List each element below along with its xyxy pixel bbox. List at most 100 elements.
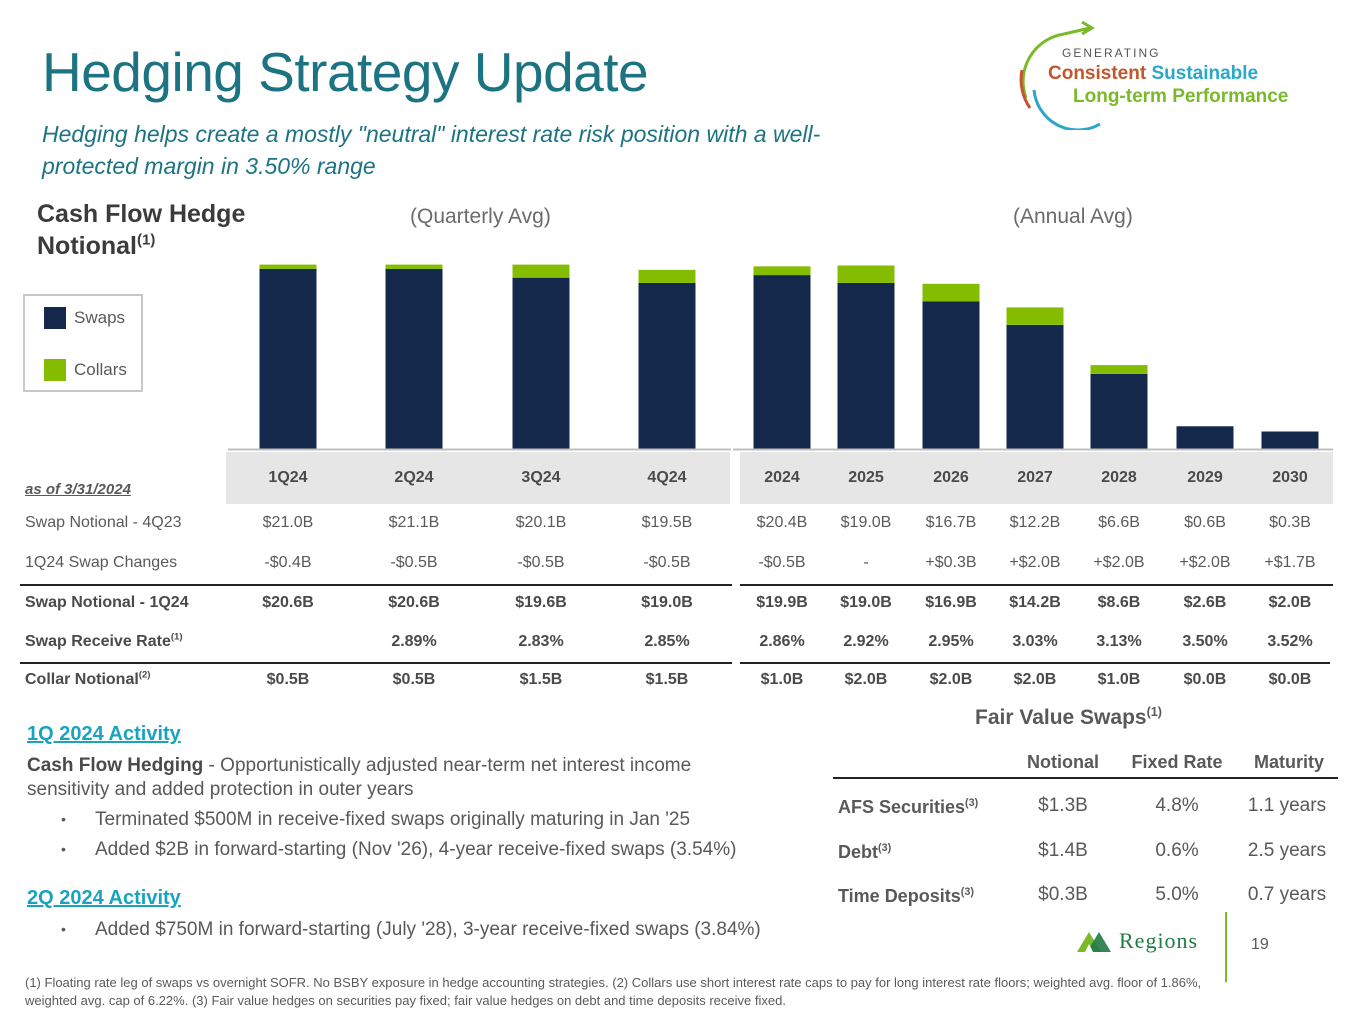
table-rule (20, 584, 732, 586)
table-cell: +$2.0B (1009, 554, 1061, 571)
bar-swaps-2024 (753, 275, 811, 449)
brand-divider (1225, 912, 1227, 982)
bar-swaps-2Q24 (385, 268, 443, 449)
column-header-2030: 2030 (1272, 469, 1308, 486)
legend-collars-swatch (44, 359, 66, 381)
bar-swaps-2027 (1006, 324, 1064, 449)
page-subtitle: Hedging helps create a mostly "neutral" … (42, 121, 821, 179)
row-label: Swap Notional - 4Q23 (25, 514, 182, 531)
column-header-2029: 2029 (1187, 469, 1223, 486)
table-cell: $21.0B (262, 514, 314, 531)
fv-cell: 0.6% (1155, 840, 1199, 861)
table-cell: $1.0B (1097, 671, 1141, 688)
fv-cell: 0.7 years (1247, 884, 1327, 905)
table-cell: $19.6B (515, 594, 567, 611)
table-cell: -$0.5B (643, 554, 691, 571)
row-label: Swap Notional - 1Q24 (25, 594, 189, 611)
activity-1q-lead-bold: Cash Flow Hedging (27, 755, 204, 776)
cash-flow-heading: Cash Flow Hedge Notional(1) (37, 198, 277, 262)
table-cell: $1.5B (645, 671, 689, 688)
column-header-2027: 2027 (1017, 469, 1053, 486)
quarterly-label: (Quarterly Avg) (410, 205, 551, 228)
table-cell: $20.6B (262, 594, 314, 611)
page-number: 19 (1251, 936, 1269, 953)
table-rule (740, 584, 1333, 586)
activity-1q-bullet: Added $2B in forward-starting (Nov '26),… (61, 839, 736, 861)
table-cell: +$1.7B (1264, 554, 1316, 571)
fv-cell: $1.3B (1038, 795, 1088, 816)
bar-swaps-3Q24 (512, 277, 570, 449)
table-cell: $20.6B (388, 594, 440, 611)
fv-row-label: Time Deposits(3) (838, 886, 974, 906)
cash-flow-heading-note: (1) (137, 231, 156, 249)
table-cell: $16.9B (925, 594, 977, 611)
table-cell: $0.5B (266, 671, 310, 688)
table-cell: $1.0B (760, 671, 804, 688)
fv-cell: 4.8% (1155, 795, 1199, 816)
regions-pyramid-icon (1077, 932, 1111, 952)
activity-1q-lead: Cash Flow Hedging - Opportunistically ad… (27, 754, 747, 802)
bar-collars-2026 (922, 283, 980, 302)
activity-2q-heading[interactable]: 2Q 2024 Activity (27, 887, 181, 909)
table-cell: $19.9B (756, 594, 808, 611)
table-cell: $0.5B (392, 671, 436, 688)
table-cell: $2.0B (929, 671, 973, 688)
fv-header-maturity: Maturity (1253, 752, 1325, 772)
bar-collars-2027 (1006, 307, 1064, 325)
table-cell: +$2.0B (1093, 554, 1145, 571)
column-header-2025: 2025 (848, 469, 884, 486)
table-cell: 2.85% (644, 633, 690, 650)
column-header-2Q24: 2Q24 (394, 469, 434, 486)
table-cell: $16.7B (925, 514, 977, 531)
table-cell: 2.89% (391, 633, 437, 650)
table-cell: $2.6B (1183, 594, 1227, 611)
fair-value-title-note: (1) (1146, 705, 1162, 719)
fv-header-notional: Notional (1027, 752, 1099, 772)
legend-collars: Collars (44, 359, 127, 381)
table-cell: $2.0B (844, 671, 888, 688)
bar-collars-1Q24 (259, 264, 317, 269)
bar-collars-4Q24 (638, 269, 696, 283)
table-cell: 3.50% (1182, 633, 1228, 650)
table-cell: 3.52% (1267, 633, 1313, 650)
bar-swaps-2026 (922, 301, 980, 449)
fair-value-title: Fair Value Swaps(1) (975, 706, 1162, 730)
bar-swaps-2028 (1090, 373, 1148, 449)
table-cell: 2.95% (928, 633, 974, 650)
legend-collars-label: Collars (74, 360, 127, 379)
fv-row-label: AFS Securities(3) (838, 797, 979, 817)
table-cell: +$2.0B (1179, 554, 1231, 571)
bar-swaps-2025 (837, 282, 895, 449)
fv-rule (833, 777, 1338, 779)
bar-swaps-2030 (1261, 431, 1319, 449)
table-cell: $20.1B (515, 514, 567, 531)
table-cell: 2.86% (759, 633, 805, 650)
table-cell: $19.0B (840, 514, 892, 531)
row-label: Swap Receive Rate(1) (25, 631, 183, 650)
column-header-1Q24: 1Q24 (268, 469, 308, 486)
chart-legend: Swaps Collars (23, 294, 143, 392)
table-cell: $0.6B (1184, 514, 1226, 531)
fv-header-fixed-rate: Fixed Rate (1131, 752, 1223, 772)
table-cell: -$0.5B (758, 554, 806, 571)
fv-cell: $1.4B (1038, 840, 1088, 861)
logo-consistent: Consistent (1048, 63, 1147, 84)
page-title: Hedging Strategy Update (42, 41, 649, 103)
bar-collars-2025 (837, 265, 895, 283)
row-label: Collar Notional(2) (25, 669, 151, 688)
logo-line-1: Consistent Sustainable (1048, 63, 1258, 85)
table-rule (20, 662, 732, 664)
table-cell: $0.3B (1269, 514, 1311, 531)
table-cell: $19.0B (641, 594, 693, 611)
table-header-band-quarterly (226, 452, 730, 504)
activity-1q-heading[interactable]: 1Q 2024 Activity (27, 723, 181, 745)
table-cell: $6.6B (1098, 514, 1140, 531)
table-cell: $21.1B (388, 514, 440, 531)
table-cell: $2.0B (1013, 671, 1057, 688)
table-cell: +$0.3B (925, 554, 977, 571)
bar-swaps-1Q24 (259, 268, 317, 449)
table-cell: $14.2B (1009, 594, 1061, 611)
as-of-date: as of 3/31/2024 (25, 481, 131, 498)
annual-label: (Annual Avg) (1013, 205, 1133, 228)
fv-cell: $0.3B (1038, 884, 1088, 905)
